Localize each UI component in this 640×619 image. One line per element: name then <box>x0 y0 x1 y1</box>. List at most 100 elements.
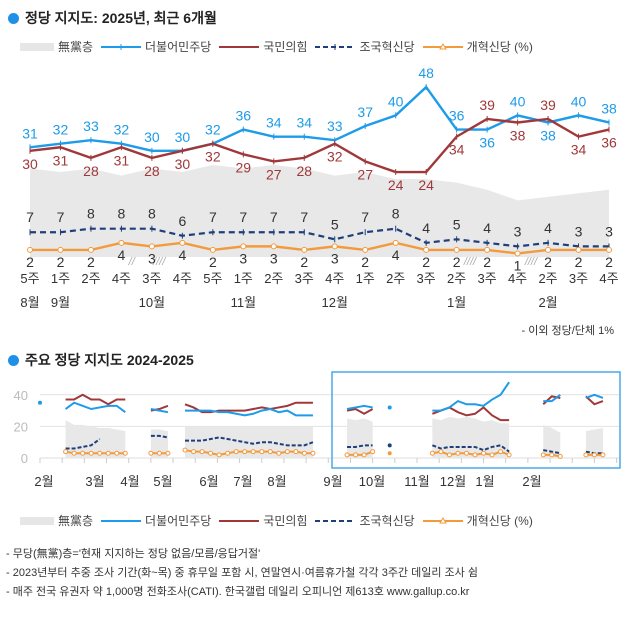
data-point-reform <box>182 447 188 453</box>
data-label: 8 <box>118 206 126 222</box>
data-point <box>57 246 64 253</box>
legend-item-reform: 개혁신당 (%) <box>422 512 533 529</box>
independent-area <box>543 424 561 458</box>
x-tick-label: 2주 <box>81 271 100 286</box>
data-point-democratic <box>387 405 392 410</box>
month-label: 12월 <box>322 295 348 310</box>
x-tick-label: 4주 <box>173 271 192 286</box>
legend-label: 개혁신당 (%) <box>466 514 533 528</box>
data-label: 3 <box>605 223 613 239</box>
data-point <box>545 246 552 253</box>
data-point <box>179 239 186 246</box>
legend-line-blue-icon <box>101 519 142 522</box>
series-line-rebuilding <box>150 434 169 439</box>
data-point-reform <box>310 450 316 456</box>
data-label: 38 <box>601 100 617 116</box>
data-label: 7 <box>209 209 217 225</box>
month-label: 9월 <box>323 474 342 489</box>
legend-line-orange-icon <box>422 42 463 49</box>
axis-break-mark: //// <box>463 256 477 268</box>
legend-swatch-area-icon <box>20 516 54 525</box>
x-tick-label: 3주 <box>142 271 161 286</box>
data-label: 7 <box>26 209 34 225</box>
y-tick-label: 40 <box>14 388 28 403</box>
data-label: 7 <box>300 209 308 225</box>
series-line-0 <box>29 85 610 152</box>
section1-title: 정당 지지도: 2025년, 최근 6개월 <box>8 8 217 28</box>
data-label: 48 <box>418 65 434 81</box>
data-point-reform <box>293 449 299 455</box>
data-point-reform <box>225 450 231 456</box>
data-label: 5 <box>453 216 461 232</box>
data-point-reform <box>63 449 69 455</box>
data-point-reform <box>463 450 469 456</box>
month-label: 11월 <box>404 474 429 489</box>
legend-item-ppp: 국민의힘 <box>219 512 307 529</box>
axis-break-mark: //// <box>152 256 166 268</box>
series-line-democratic <box>185 407 313 417</box>
x-tick-label: 2주 <box>386 271 405 286</box>
data-point <box>331 243 338 250</box>
legend-item-rebuilding: 조국혁신당 <box>315 512 415 529</box>
data-point-reform <box>344 452 350 458</box>
x-tick-label: 5주 <box>203 271 222 286</box>
note-line: - 2023년부터 추중 조사 기간(화~목) 중 휴무일 포함 시, 연말연시… <box>6 567 478 579</box>
series-line-ppp <box>184 401 313 414</box>
data-label: 34 <box>449 142 465 158</box>
data-point-reform <box>208 450 214 456</box>
data-label: 3 <box>575 223 583 239</box>
data-point-reform <box>446 452 452 458</box>
data-label: 40 <box>510 93 526 109</box>
x-tick-label: 2주 <box>264 271 283 286</box>
data-label: 8 <box>87 206 95 222</box>
legend-item-independent: 無黨층 <box>20 512 93 529</box>
x-tick-label: 2주 <box>538 271 557 286</box>
data-label: 32 <box>53 122 69 138</box>
x-tick-label: 5주 <box>20 271 39 286</box>
data-label: 34 <box>296 115 312 131</box>
series-line-rebuilding <box>432 444 510 453</box>
month-label: 10월 <box>359 474 385 489</box>
data-label: 2 <box>453 254 461 270</box>
data-label: 3 <box>148 250 156 266</box>
data-label: 2 <box>483 254 491 270</box>
month-label: 4월 <box>120 474 139 489</box>
section2-title: 주요 정당 지지도 2024-2025 <box>8 350 194 370</box>
data-point <box>87 246 94 253</box>
x-tick-label: 3주 <box>295 271 314 286</box>
data-point-reform <box>600 452 606 458</box>
data-point-reform <box>148 450 154 456</box>
independent-area <box>185 426 313 458</box>
series-line-reform <box>184 449 313 456</box>
data-label: 28 <box>296 163 312 179</box>
data-point-reform <box>71 450 77 456</box>
bullet-dot-icon <box>8 354 19 366</box>
data-label: 6 <box>178 213 186 229</box>
data-label: 7 <box>270 209 278 225</box>
data-label: 40 <box>571 93 587 109</box>
data-label: 4 <box>544 220 552 236</box>
data-point <box>301 246 308 253</box>
data-label: 32 <box>327 149 343 165</box>
month-label: 2월 <box>34 474 53 489</box>
footnote-other-parties: - 이외 정당/단체 1% <box>521 325 614 337</box>
series-line-rebuilding <box>185 436 314 447</box>
data-label: 7 <box>239 209 247 225</box>
data-point-reform <box>583 452 589 458</box>
chart-2024-2025: 0 20 40 2월 3월 4월 5월 6월 7월 8월 9월 10월 11월 12월 1월 2월 <box>14 371 621 489</box>
legend-top: 無黨층 더불어민주당 국민의힘 조국혁신당 개혁신당 (%) <box>20 38 541 55</box>
legend-bottom: 無黨층 더불어민주당 국민의힘 조국혁신당 개혁신당 (%) <box>20 512 541 529</box>
data-point-reform <box>506 452 512 458</box>
data-label: 33 <box>83 118 99 134</box>
series-line-ppp <box>585 395 604 406</box>
axis-break-mark: //// <box>524 256 538 268</box>
data-point-reform <box>156 450 162 456</box>
data-point <box>118 239 125 246</box>
data-label: 4 <box>422 220 430 236</box>
data-label: 38 <box>510 127 526 143</box>
section2-title-text: 주요 정당 지지도 2024-2025 <box>25 352 194 368</box>
month-label: 9월 <box>51 295 70 310</box>
data-point-reform <box>105 450 111 456</box>
data-point-reform <box>267 449 273 455</box>
